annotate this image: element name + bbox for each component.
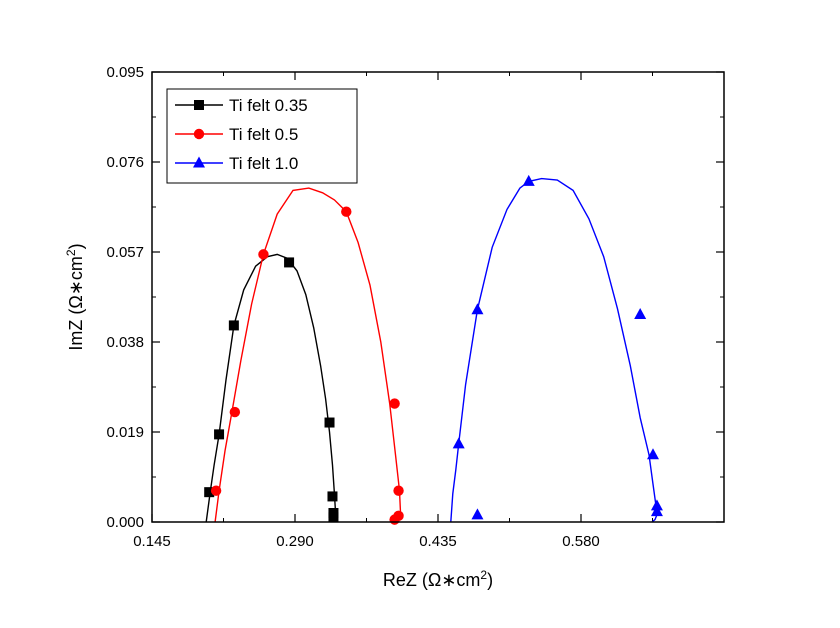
series-line	[205, 253, 337, 523]
data-point	[522, 174, 535, 186]
x-tick-label: 0.290	[276, 533, 314, 550]
data-point	[327, 491, 338, 502]
data-point	[471, 508, 484, 520]
y-tick-label: 0.038	[106, 334, 144, 351]
series-1	[210, 187, 404, 525]
data-point	[258, 249, 269, 260]
y-tick-label: 0.076	[106, 154, 144, 171]
x-tick-label: 0.580	[562, 533, 600, 550]
data-point	[214, 429, 225, 440]
legend-marker	[193, 128, 205, 140]
data-point	[229, 406, 241, 418]
legend-label: Ti felt 0.35	[229, 96, 308, 115]
data-point	[341, 206, 352, 217]
y-axis-title: ImZ (Ω∗cm2)	[64, 243, 86, 350]
x-tick-label: 0.435	[419, 533, 457, 550]
data-point	[210, 485, 222, 496]
series-line	[214, 187, 402, 523]
legend-label: Ti felt 0.5	[229, 125, 298, 144]
y-tick-label: 0.057	[106, 244, 144, 261]
data-point	[634, 308, 647, 320]
x-axis-title: ReZ (Ω∗cm2)	[383, 568, 493, 590]
data-point	[389, 398, 400, 409]
data-point	[452, 437, 465, 449]
legend-item: Ti felt 0.35	[175, 96, 308, 115]
legend-marker	[194, 100, 204, 110]
data-point	[228, 320, 239, 331]
series-2	[450, 174, 663, 523]
data-point	[204, 487, 215, 498]
x-tick-label: 0.145	[133, 533, 171, 550]
data-point	[328, 512, 339, 523]
y-tick-label: 0.019	[106, 424, 144, 441]
data-point	[389, 514, 400, 525]
legend: Ti felt 0.35 Ti felt 0.5 Ti felt 1.0	[166, 88, 358, 184]
legend-label: Ti felt 1.0	[229, 154, 298, 173]
plot-area	[204, 174, 663, 525]
y-tick-label: 0.000	[106, 514, 144, 531]
legend-item: Ti felt 0.5	[175, 125, 298, 144]
data-point	[646, 448, 659, 460]
y-tick-label: 0.095	[106, 64, 144, 81]
series-0	[204, 253, 339, 523]
data-point	[650, 499, 663, 511]
data-point	[650, 505, 663, 517]
data-point	[324, 417, 335, 428]
data-point	[471, 303, 484, 315]
data-point	[393, 485, 404, 496]
series-line	[450, 177, 658, 523]
data-point	[284, 257, 295, 268]
legend-marker	[193, 156, 205, 168]
plot-frame	[151, 71, 725, 523]
legend-item: Ti felt 1.0	[175, 154, 298, 173]
